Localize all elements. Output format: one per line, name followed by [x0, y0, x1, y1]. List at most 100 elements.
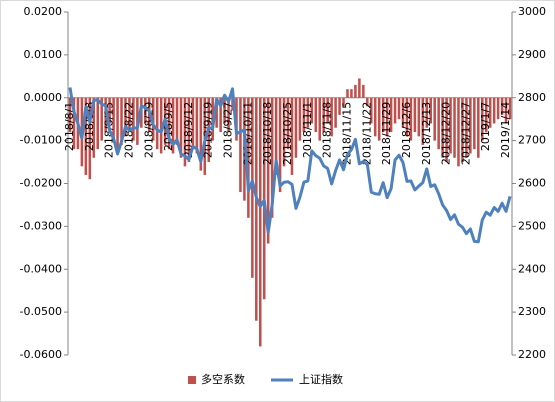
bar	[298, 97, 302, 141]
bar	[461, 97, 464, 163]
bar	[354, 84, 357, 98]
bar	[409, 97, 413, 141]
bar	[377, 97, 381, 141]
x-tick-label: 2018/12/20	[440, 102, 453, 165]
bar	[437, 97, 440, 150]
y-tick-label: -0.0200	[20, 177, 62, 190]
bar	[417, 97, 421, 137]
x-tick-label: 2018/9/12	[182, 102, 195, 158]
bar	[155, 97, 159, 150]
bar	[132, 97, 135, 141]
bar	[306, 97, 310, 128]
legend-label: 上证指数	[299, 372, 343, 386]
bar	[346, 89, 349, 98]
bar	[453, 97, 456, 158]
x-tick-label: 2018/9/5	[162, 102, 175, 151]
bar	[108, 97, 111, 124]
y-tick-label: -0.0100	[20, 134, 62, 147]
x-tick-label: 2019/1/14	[499, 102, 512, 158]
bar	[358, 78, 361, 98]
bar	[282, 97, 286, 167]
bar	[116, 97, 119, 154]
x-tick-label: 2018/12/13	[420, 102, 433, 165]
bar	[92, 97, 96, 158]
y-tick-label: -0.0600	[20, 348, 62, 361]
bar	[96, 97, 100, 150]
bar	[330, 97, 333, 137]
bar	[112, 97, 115, 141]
bar	[294, 97, 298, 158]
bar	[334, 97, 337, 128]
bar	[369, 97, 373, 124]
bar	[175, 97, 179, 145]
y2-tick-label: 2300	[518, 305, 546, 318]
bar	[480, 97, 484, 141]
x-tick-label: 2018/9/27	[222, 102, 235, 158]
y2-tick-label: 2900	[518, 48, 546, 61]
x-tick-label: 2018/11/8	[321, 102, 334, 158]
bar	[477, 97, 480, 158]
bar	[195, 97, 199, 154]
bar	[278, 97, 282, 193]
bar	[262, 97, 266, 300]
bar	[484, 97, 488, 133]
x-tick-label: 2018/11/22	[360, 102, 373, 165]
bar	[338, 97, 341, 115]
bar	[88, 97, 92, 180]
bar	[500, 97, 504, 115]
bar	[322, 97, 325, 133]
y2-tick-label: 2400	[518, 262, 546, 275]
bar	[429, 97, 433, 124]
bar	[441, 97, 444, 158]
line	[68, 87, 512, 244]
y2-tick-label: 2800	[518, 91, 546, 104]
bar	[397, 97, 401, 120]
x-tick-label: 2018/8/1	[63, 102, 76, 151]
bar	[144, 97, 147, 124]
bar	[465, 97, 468, 158]
bar	[496, 97, 500, 120]
x-tick-label: 2018/12/27	[459, 102, 472, 165]
bar	[199, 97, 203, 171]
legend-label: 多空系数	[201, 372, 245, 386]
bar	[433, 97, 436, 141]
bar	[421, 97, 425, 145]
x-tick-label: 2018/11/1	[301, 102, 314, 158]
bar	[100, 97, 103, 141]
bar	[310, 97, 314, 124]
bar	[366, 97, 369, 107]
bar	[457, 97, 460, 167]
bar	[488, 97, 492, 128]
bar	[373, 97, 377, 137]
x-tick-label: 2018/11/29	[380, 102, 393, 165]
x-tick-label: 2018/10/25	[281, 102, 294, 165]
y2-tick-label: 2500	[518, 219, 546, 232]
x-tick-label: 2018/10/18	[261, 102, 274, 165]
bar	[362, 84, 365, 98]
bar	[124, 97, 127, 137]
x-tick-label: 2019/1/7	[479, 102, 492, 151]
bar	[389, 97, 393, 133]
bar	[84, 97, 88, 175]
y-tick-label: 0.0000	[24, 91, 63, 104]
bar	[401, 97, 405, 128]
bar	[187, 97, 191, 163]
bar	[219, 97, 222, 133]
bar	[473, 97, 476, 150]
bar	[274, 97, 278, 175]
bar	[286, 97, 290, 150]
bar	[223, 97, 226, 124]
bar	[413, 97, 417, 133]
bar	[445, 97, 448, 163]
x-tick-label: 2018/12/6	[400, 102, 413, 158]
bar	[393, 97, 397, 124]
bar	[425, 97, 429, 128]
y2-tick-label: 2700	[518, 134, 546, 147]
bar	[302, 97, 306, 133]
bar	[191, 97, 195, 150]
bar	[179, 97, 183, 158]
bar	[72, 97, 76, 150]
bar	[215, 97, 218, 128]
